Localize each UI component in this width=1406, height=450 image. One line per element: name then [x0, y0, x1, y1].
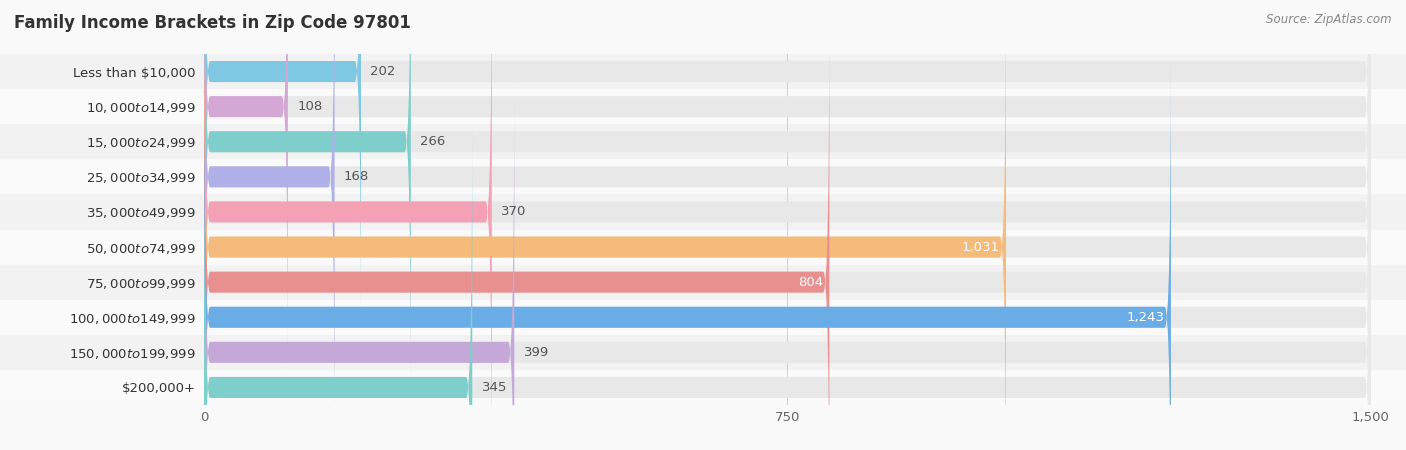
Text: 168: 168: [344, 171, 370, 183]
Text: 1,031: 1,031: [962, 241, 1000, 253]
Text: 266: 266: [420, 135, 446, 148]
FancyBboxPatch shape: [204, 117, 1371, 450]
FancyBboxPatch shape: [204, 82, 515, 450]
FancyBboxPatch shape: [204, 0, 1371, 450]
Bar: [0, 370, 1406, 405]
FancyBboxPatch shape: [204, 47, 1171, 450]
FancyBboxPatch shape: [204, 12, 1371, 450]
FancyBboxPatch shape: [204, 0, 361, 342]
Text: Family Income Brackets in Zip Code 97801: Family Income Brackets in Zip Code 97801: [14, 14, 411, 32]
Text: 202: 202: [370, 65, 395, 78]
FancyBboxPatch shape: [204, 0, 492, 450]
Bar: [0, 265, 1406, 300]
Bar: [0, 124, 1406, 159]
FancyBboxPatch shape: [204, 47, 1371, 450]
FancyBboxPatch shape: [204, 0, 335, 447]
Text: 108: 108: [297, 100, 322, 113]
FancyBboxPatch shape: [204, 117, 472, 450]
FancyBboxPatch shape: [204, 0, 1005, 450]
Text: 399: 399: [523, 346, 548, 359]
Text: Source: ZipAtlas.com: Source: ZipAtlas.com: [1267, 14, 1392, 27]
FancyBboxPatch shape: [204, 0, 1371, 450]
Text: 804: 804: [799, 276, 823, 288]
Bar: [0, 159, 1406, 194]
FancyBboxPatch shape: [204, 0, 1371, 447]
Text: 370: 370: [501, 206, 526, 218]
Bar: [0, 230, 1406, 265]
FancyBboxPatch shape: [204, 0, 1371, 342]
FancyBboxPatch shape: [204, 0, 411, 412]
Bar: [0, 54, 1406, 89]
FancyBboxPatch shape: [204, 82, 1371, 450]
FancyBboxPatch shape: [204, 0, 1371, 377]
Text: 345: 345: [482, 381, 508, 394]
Bar: [0, 89, 1406, 124]
Bar: [0, 335, 1406, 370]
Bar: [0, 300, 1406, 335]
FancyBboxPatch shape: [204, 12, 830, 450]
FancyBboxPatch shape: [204, 0, 1371, 412]
Bar: [0, 194, 1406, 230]
FancyBboxPatch shape: [204, 0, 288, 377]
Text: 1,243: 1,243: [1126, 311, 1164, 324]
